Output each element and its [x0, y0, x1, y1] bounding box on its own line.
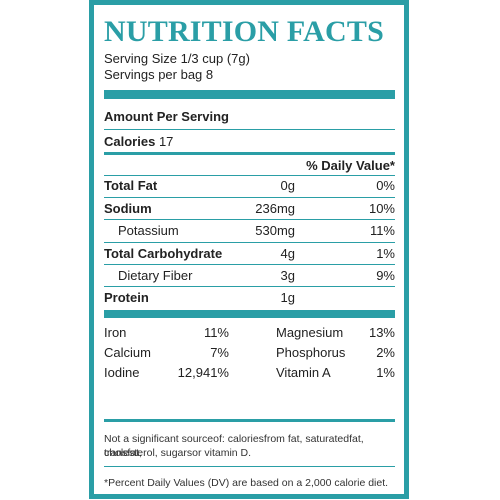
divider-amount — [104, 129, 395, 130]
serving-size: Serving Size 1/3 cup (7g) — [104, 51, 250, 66]
medium-divider — [104, 152, 395, 155]
divider-row-1 — [104, 197, 395, 198]
mineral-calcium-label: Calcium — [104, 345, 151, 360]
divider-row-3 — [104, 242, 395, 243]
row-total-carbohydrate-dv: 1% — [376, 246, 395, 261]
thick-divider-middle — [104, 310, 395, 318]
calories-value: 17 — [158, 134, 174, 149]
row-total-fat-amount: 0g — [280, 178, 295, 193]
divider-footnote — [104, 419, 395, 422]
row-sodium-dv: 10% — [368, 201, 395, 216]
row-potassium-label: Potassium — [118, 223, 179, 238]
daily-value-header: % Daily Value* — [306, 158, 395, 173]
servings-per-bag: Servings per bag 8 — [104, 67, 214, 82]
divider-dv-footnote — [104, 466, 395, 467]
not-significant-line-2: cholesterol, sugarsor vitamin D. — [104, 447, 252, 459]
row-total-fat-label: Total Fat — [104, 178, 158, 193]
divider-row-5 — [104, 286, 395, 287]
calories-row: Calories 17 — [104, 134, 173, 150]
row-total-carbohydrate-label: Total Carbohydrate — [104, 246, 223, 261]
mineral-iron-value: 11% — [203, 325, 229, 340]
not-significant-line-1: Not a significant sourceof: caloriesfrom… — [104, 433, 364, 459]
row-dietary-fiber-label: Dietary Fiber — [118, 268, 193, 283]
mineral-iron-label: Iron — [104, 325, 127, 340]
row-potassium-dv: 11% — [369, 223, 395, 238]
mineral-iodine-label: Iodine — [104, 365, 140, 380]
mineral-iodine-value: 12,941% — [177, 365, 229, 380]
mineral-magnesium-label: Magnesium — [276, 325, 344, 340]
nutrition-facts-panel: NUTRITION FACTS Serving Size 1/3 cup (7g… — [89, 0, 409, 499]
divider-dv-header — [104, 175, 395, 176]
mineral-phosphorus-value: 2% — [376, 345, 395, 360]
row-sodium-amount: 236mg — [255, 201, 295, 216]
row-potassium-amount: 530mg — [255, 223, 295, 238]
mineral-magnesium-value: 13% — [368, 325, 395, 340]
row-protein-amount: 1g — [280, 290, 295, 305]
divider-row-2 — [104, 219, 395, 220]
mineral-vitamin-a-label: Vitamin A — [276, 365, 331, 380]
mineral-vitamin-a-value: 1% — [376, 365, 395, 380]
thick-divider-top — [104, 90, 395, 99]
mineral-phosphorus-label: Phosphorus — [276, 345, 346, 360]
amount-per-serving-label: Amount Per Serving — [104, 109, 229, 124]
nutrition-facts-title: NUTRITION FACTS — [104, 15, 384, 48]
calories-label: Calories — [104, 134, 156, 149]
row-protein-label: Protein — [104, 290, 149, 305]
divider-row-4 — [104, 264, 395, 265]
row-total-carbohydrate-amount: 4g — [280, 246, 295, 261]
row-sodium-label: Sodium — [104, 201, 152, 216]
row-dietary-fiber-dv: 9% — [376, 268, 395, 283]
mineral-calcium-value: 7% — [210, 345, 229, 360]
row-total-fat-dv: 0% — [376, 178, 395, 193]
row-dietary-fiber-amount: 3g — [280, 268, 295, 283]
nutrition-facts-content: NUTRITION FACTS Serving Size 1/3 cup (7g… — [104, 5, 395, 494]
daily-value-footnote: *Percent Daily Values (DV) are based on … — [104, 477, 389, 489]
